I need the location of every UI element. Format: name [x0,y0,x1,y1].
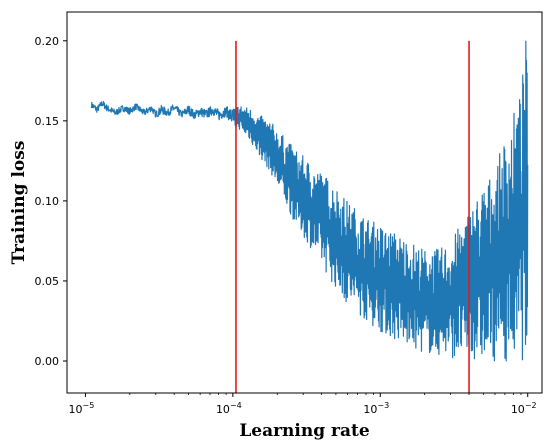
plot-area [90,40,529,393]
y-tick-label: 0.00 [35,355,60,368]
x-axis-label: Learning rate [239,421,370,441]
y-tick-label: 0.15 [35,115,60,128]
plot-frame [66,11,543,394]
training-loss-series [90,40,529,362]
y-axis-label: Training loss [9,141,29,265]
y-tick-label: 0.10 [35,195,60,208]
y-tick-label: 0.05 [35,275,60,288]
y-tick-label: 0.20 [35,35,60,48]
x-tick-label: 10−3 [363,401,389,416]
x-tick-label: 10−4 [216,401,242,416]
x-tick-label: 10−2 [511,401,537,416]
axis-ticks: 10−5 10−4 10−3 10−2 0.00 0.05 0.10 0.15 0.20 [35,35,537,416]
x-tick-label: 10−5 [69,401,95,416]
